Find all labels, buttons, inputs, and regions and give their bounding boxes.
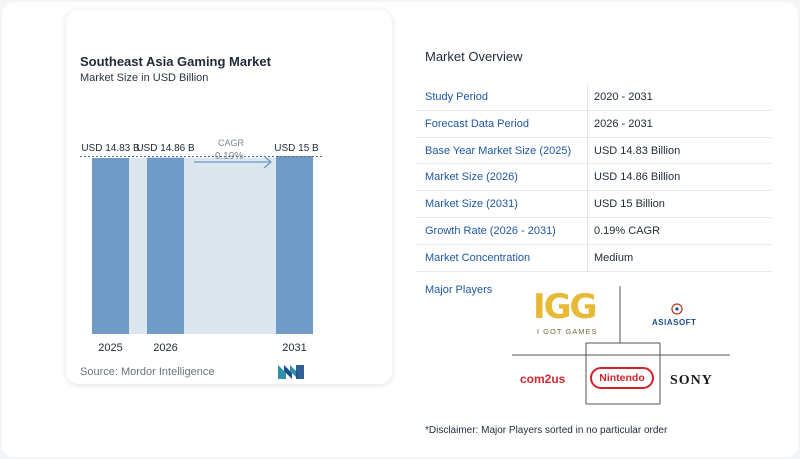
overview-label: Study Period [425,91,488,103]
market-overview-title: Market Overview [425,49,523,64]
overview-row-concentration: Market Concentration Medium [417,244,772,272]
bar-2031 [276,156,313,334]
com2us-logo: com2us [520,372,566,386]
igg-logo: IGG [533,287,597,327]
disclaimer: *Disclaimer: Major Players sorted in no … [425,425,668,436]
data-label-2026: USD 14.86 B [136,143,195,154]
overview-value: USD 14.83 Billion [594,144,681,157]
sony-logo: SONY [670,373,713,388]
overview-row-forecast-period: Forecast Data Period 2026 - 2031 [417,110,772,138]
asiasoft-mark-icon [671,303,683,315]
bar-connector [184,157,276,334]
data-label-2031: USD 15 B [274,143,319,154]
chart-subtitle: Market Size in USD Billion [80,72,209,84]
major-players-label: Major Players [425,284,493,296]
cagr-label: CAGR [218,138,245,148]
overview-label: Growth Rate (2026 - 2031) [425,224,556,237]
market-overview-table: Study Period 2020 - 2031 Forecast Data P… [417,84,772,272]
mordor-logo-icon [278,365,304,379]
overview-row-growth-rate: Growth Rate (2026 - 2031) 0.19% CAGR [417,217,772,245]
data-label-2025: USD 14.83 B [81,143,140,154]
cagr-arrow-head [263,155,272,169]
overview-row-size-2031: Market Size (2031) USD 15 Billion [417,191,772,218]
overview-value: 0.19% CAGR [594,224,661,237]
nintendo-logo: Nintendo [590,367,654,389]
x-tick-2026: 2026 [153,342,177,354]
chart-source: Source: Mordor Intelligence [80,366,215,378]
bar-2026 [147,157,184,334]
overview-label: Forecast Data Period [425,117,529,130]
cagr-value: 0.19% [215,151,243,162]
chart-title: Southeast Asia Gaming Market [80,54,271,69]
overview-value: Medium [594,251,634,264]
overview-value: 2020 - 2031 [594,91,653,103]
x-tick-2031: 2031 [282,342,306,354]
overview-value: USD 15 Billion [594,198,665,211]
overview-value: USD 14.86 Billion [594,171,681,184]
bar-2025 [92,158,129,334]
overview-row-base-year-size: Base Year Market Size (2025) USD 14.83 B… [417,137,772,165]
overview-label: Market Concentration [425,251,531,264]
bar-connector [129,158,147,334]
overview-value: 2026 - 2031 [594,117,653,130]
overview-row-size-2026: Market Size (2026) USD 14.86 Billion [417,164,772,192]
asiasoft-logo: ASIASOFT [652,318,697,327]
igg-logo-subtitle: I GOT GAMES [537,327,598,336]
overview-label: Base Year Market Size (2025) [425,144,572,157]
overview-row-study-period: Study Period 2020 - 2031 [417,84,772,111]
overview-label: Market Size (2031) [425,198,518,211]
x-tick-2025: 2025 [98,342,122,354]
overview-label: Market Size (2026) [425,171,518,184]
